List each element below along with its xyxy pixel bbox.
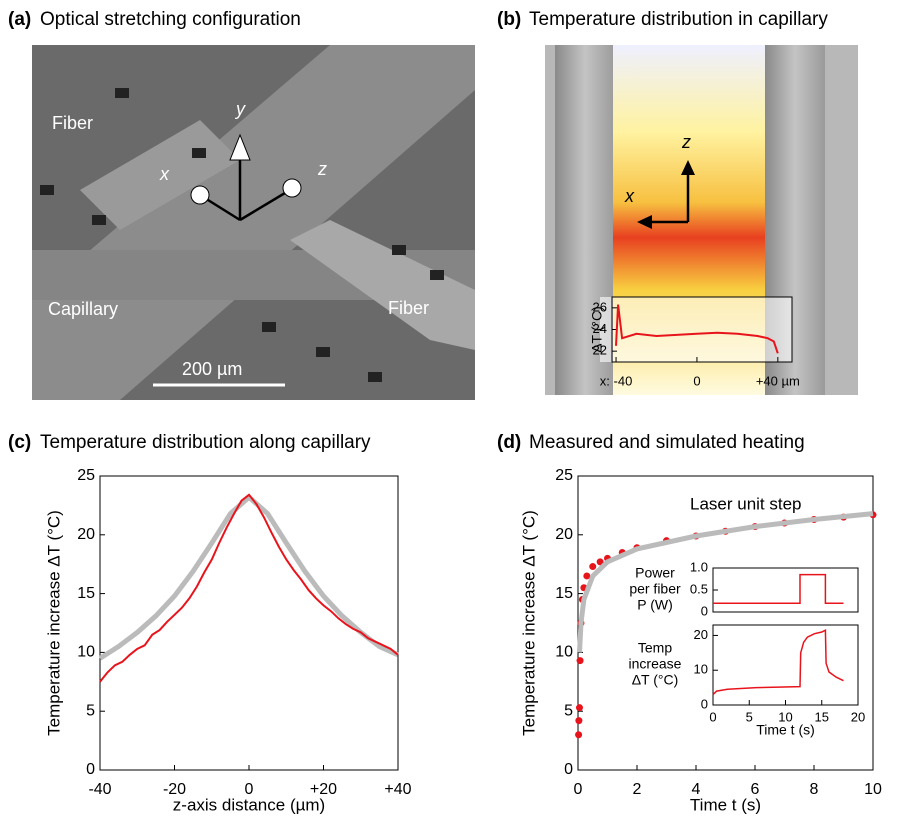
y-tick-label: 24 xyxy=(593,321,607,336)
x-axis-label: Time t (s) xyxy=(690,795,761,814)
axis-name: x xyxy=(624,186,635,206)
panel-label: (d) xyxy=(497,432,521,453)
panel-title: Temperature distribution along capillary xyxy=(40,432,371,453)
y-tick-label: 0 xyxy=(86,761,95,778)
x-tick-label: 6 xyxy=(751,781,760,798)
data-line xyxy=(615,304,779,354)
y-axis-label: P (W) xyxy=(637,597,673,613)
y-axis-label: Temperature increase ΔT (°C) xyxy=(519,510,538,736)
plot-frame xyxy=(712,567,859,613)
x-tick-label: 2 xyxy=(633,781,642,798)
x-tick-label: -20 xyxy=(163,781,186,798)
data-line xyxy=(577,511,874,653)
y-axis-label: per fiber xyxy=(629,581,681,597)
annotation: Fiber xyxy=(388,298,429,318)
y-tick-label: 10 xyxy=(77,644,95,661)
axis-name: x xyxy=(159,164,170,184)
x-tick-label: 0 xyxy=(693,373,700,388)
panel-label: (b) xyxy=(497,9,521,30)
y-tick-label: 0 xyxy=(564,761,573,778)
axis-name: y xyxy=(234,99,246,119)
x-tick-label: 0 xyxy=(245,781,254,798)
y-tick-label: 10 xyxy=(555,644,573,661)
axis-name: z xyxy=(681,132,691,152)
x-tick-label: x: -40 xyxy=(600,373,633,388)
y-tick-label: 22 xyxy=(593,343,607,358)
y-tick-label: 15 xyxy=(77,585,95,602)
y-tick-label: 26 xyxy=(593,299,607,314)
x-tick-label: 0 xyxy=(574,781,583,798)
data-line xyxy=(98,493,400,661)
plot-frame xyxy=(577,475,874,771)
data-point xyxy=(583,572,591,580)
data-point xyxy=(575,704,583,712)
data-point xyxy=(575,731,583,739)
y-tick-label: 20 xyxy=(555,526,573,543)
x-tick-label: 8 xyxy=(810,781,819,798)
x-tick-label: 0 xyxy=(709,709,716,724)
y-tick-label: 20 xyxy=(694,627,708,642)
annotation: Fiber xyxy=(52,113,93,133)
panel-label: (c) xyxy=(8,432,31,453)
y-tick-label: 0 xyxy=(701,603,708,618)
x-tick-label: 5 xyxy=(746,709,753,724)
y-axis-label: Temp xyxy=(638,640,672,656)
y-tick-label: 25 xyxy=(77,467,95,484)
x-axis-label: z-axis distance (µm) xyxy=(173,795,325,814)
data-point xyxy=(589,563,597,571)
y-tick-label: 25 xyxy=(555,467,573,484)
plot-frame xyxy=(712,624,859,706)
y-axis-label: ΔT (°C) xyxy=(589,306,605,353)
scale-bar-label: 200 µm xyxy=(182,359,242,379)
y-tick-label: 10 xyxy=(694,662,708,677)
thermal-image: z x xyxy=(545,45,858,395)
data-line xyxy=(712,628,844,696)
y-tick-label: 20 xyxy=(77,526,95,543)
panel-label: (a) xyxy=(8,9,31,30)
y-tick-label: 1.0 xyxy=(690,559,708,574)
annotation: Laser unit step xyxy=(690,494,802,513)
x-tick-label: 15 xyxy=(815,709,829,724)
y-tick-label: 0.5 xyxy=(690,581,708,596)
y-tick-label: 15 xyxy=(555,585,573,602)
data-point xyxy=(575,717,583,725)
data-point xyxy=(596,558,604,566)
data-line xyxy=(713,573,844,604)
y-tick-label: 5 xyxy=(564,702,573,719)
panel-title: Measured and simulated heating xyxy=(529,432,805,453)
x-tick-label: -40 xyxy=(88,781,111,798)
y-tick-label: 5 xyxy=(86,702,95,719)
x-tick-label: +40 xyxy=(384,781,411,798)
axis-name: z xyxy=(317,159,327,179)
y-axis-label: ΔT (°C) xyxy=(632,672,679,688)
panel-title: Temperature distribution in capillary xyxy=(529,9,828,30)
y-axis-label: Temperature increase ΔT (°C) xyxy=(44,510,63,736)
y-tick-label: 0 xyxy=(701,696,708,711)
x-tick-label: 10 xyxy=(864,781,882,798)
x-tick-label: +40 µm xyxy=(756,373,800,388)
data-point xyxy=(576,657,584,665)
y-axis-label: increase xyxy=(629,656,682,672)
sem-image: Fiber Fiber Capillary x y z 200 µm xyxy=(32,45,475,400)
x-axis-label: Time t (s) xyxy=(756,722,815,738)
panel-title: Optical stretching configuration xyxy=(40,9,301,30)
x-tick-label: 20 xyxy=(851,709,865,724)
x-tick-label: 4 xyxy=(692,781,701,798)
data-line xyxy=(99,493,399,683)
x-tick-label: 10 xyxy=(778,709,792,724)
annotation: Capillary xyxy=(48,299,118,319)
y-axis-label: Power xyxy=(635,565,675,581)
x-tick-label: +20 xyxy=(310,781,337,798)
